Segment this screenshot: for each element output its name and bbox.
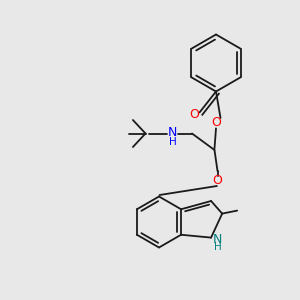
Text: H: H [169,137,176,147]
Text: N: N [213,232,222,246]
Text: O: O [212,174,222,187]
Text: O: O [211,116,221,130]
Text: N: N [168,126,177,139]
Text: H: H [214,242,222,253]
Text: O: O [189,107,199,121]
